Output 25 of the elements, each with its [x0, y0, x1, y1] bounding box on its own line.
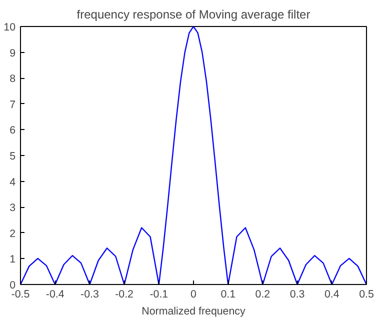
x-tick-label: -0.2	[115, 288, 134, 300]
x-axis-title: Normalized frequency	[142, 306, 246, 318]
x-tick-label: 0.4	[324, 288, 340, 300]
chart-title: frequency response of Moving average filter	[76, 8, 310, 22]
y-tick-label: 5	[10, 150, 16, 162]
y-tick-label: 0	[10, 280, 16, 292]
x-tick-label: -0.4	[46, 288, 64, 300]
y-tick-label: 8	[10, 73, 16, 86]
x-tick-label: -0.5	[11, 288, 30, 300]
x-tick-label: -0.3	[80, 288, 99, 300]
x-tick-label: 0	[190, 288, 197, 300]
y-tick-label: 4	[10, 176, 16, 188]
x-tick-label: 0.2	[255, 288, 270, 300]
y-tick-label: 1	[10, 254, 16, 266]
x-tick-label: 0.5	[359, 288, 374, 300]
y-tick-label: 2	[10, 228, 16, 240]
y-tick-label: 9	[10, 47, 16, 60]
y-tick-label: 3	[10, 202, 16, 214]
y-tick-label: 7	[10, 98, 16, 111]
y-tick-label: 10	[4, 22, 16, 34]
line-series	[20, 26, 366, 284]
x-tick-label: 0.3	[290, 288, 305, 300]
y-tick-label: 6	[10, 124, 16, 137]
x-tick-label: 0.1	[220, 288, 236, 300]
x-tick-label: -0.1	[150, 288, 168, 300]
